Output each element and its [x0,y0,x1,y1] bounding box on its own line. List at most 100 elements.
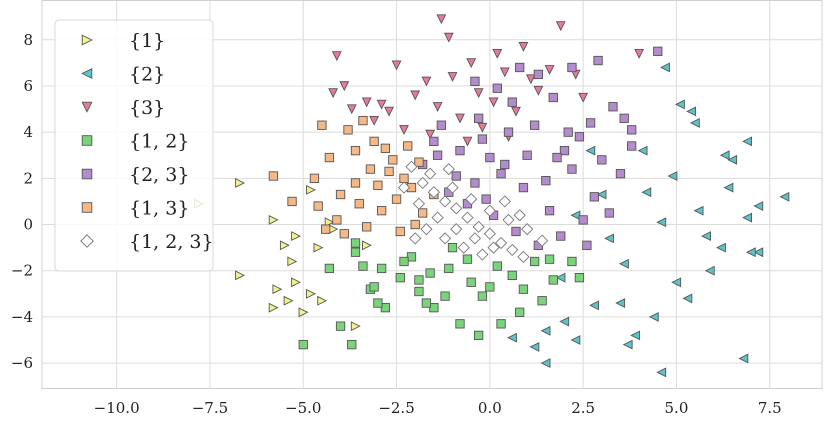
data-point [604,233,614,244]
data-point [555,21,566,32]
data-point [555,272,566,283]
data-point [525,74,536,85]
data-point [455,145,465,156]
legend: {1} {2} {3} {1, 2} {2, 3} {1, 3} {1, 2, 3} [54,19,214,272]
data-point [373,180,383,190]
data-point [424,167,437,180]
data-point [425,268,435,278]
data-point [656,367,667,378]
x-axis-ticks: −10.0 −7.5 −5.0 −2.5 0.0 2.5 5.0 7.5 [94,399,782,417]
data-point [548,92,558,103]
data-point [582,240,592,250]
data-point [518,284,529,294]
data-point [596,189,607,200]
data-point [235,178,246,188]
data-point [442,162,455,176]
data-point [686,106,697,117]
data-point [399,125,409,136]
legend-marker-icon [81,101,93,113]
data-point [574,132,585,142]
data-point [622,339,633,350]
legend-label: {2, 3} [129,164,189,186]
data-point [492,261,502,271]
data-point [507,270,517,280]
data-point [461,211,474,224]
data-point [350,145,361,156]
data-point [455,319,465,329]
legend-marker-icon [81,168,93,180]
data-point [339,81,350,92]
data-point [567,62,577,73]
data-point [619,113,629,123]
data-point [283,295,294,306]
data-point [544,206,555,216]
data-point [716,242,726,253]
x-tick-label: 5.0 [665,399,689,417]
data-point [369,115,380,126]
data-point [727,154,738,165]
data-point [235,270,246,281]
legend-label: {1} [129,30,165,52]
data-point [380,143,390,153]
data-point [291,231,301,241]
data-point [409,232,422,245]
data-point [438,232,452,245]
data-point [320,224,331,234]
data-point [574,272,585,283]
data-point [496,169,506,179]
data-point [540,358,551,369]
data-point [362,240,372,251]
data-point [324,263,335,274]
data-point [518,182,529,193]
data-point [492,48,503,59]
data-point [615,169,626,179]
data-point [485,152,495,163]
y-tick-label: −6 [11,354,33,372]
data-point [298,307,309,318]
data-point [745,247,756,258]
data-point [535,234,549,247]
data-point [470,178,480,188]
data-point [421,298,432,308]
data-point [487,241,500,254]
data-point [306,184,316,195]
y-tick-label: 0 [23,216,33,234]
data-point [630,330,641,341]
data-point [656,217,667,228]
data-point [373,298,383,308]
data-point [418,208,428,218]
data-point [328,88,339,99]
data-point [529,120,540,130]
legend-label: {1, 2} [129,131,189,153]
x-tick-label: −5.0 [285,399,321,417]
data-point [615,298,626,308]
data-point [358,115,368,126]
data-point [693,205,704,216]
data-point [742,136,753,147]
data-point [447,72,458,82]
data-point [518,42,529,52]
data-point [412,197,426,210]
x-tick-label: −10.0 [94,399,140,417]
data-point [410,219,420,230]
data-point [455,113,465,124]
data-point [742,212,753,223]
data-point [462,136,473,147]
data-point [446,181,459,194]
data-point [440,291,450,301]
data-point [272,284,283,295]
data-point [447,242,458,253]
data-point [511,106,521,117]
data-point [559,316,570,327]
data-point [279,240,290,251]
data-point [397,181,411,194]
y-tick-label: −4 [11,308,33,326]
data-point [529,342,540,352]
data-point [567,256,577,267]
data-point [585,145,596,156]
data-point [391,194,402,204]
legend-marker-icon [81,34,93,46]
data-point [507,332,517,343]
y-tick-label: 8 [23,31,33,49]
